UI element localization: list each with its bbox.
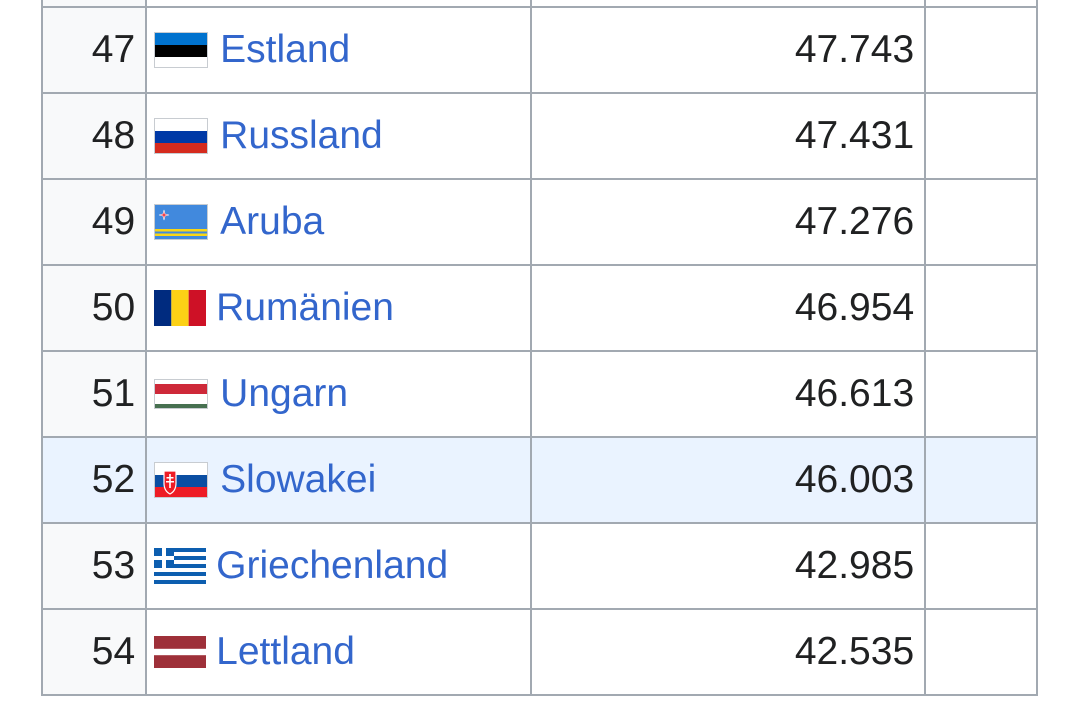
- extra-cell: [924, 436, 1038, 524]
- table-row: 51 Ungarn 46.613: [40, 350, 1038, 438]
- country-link[interactable]: Rumänien: [216, 286, 394, 329]
- rank-cell: 50: [40, 264, 148, 352]
- ranking-table: 47 Estland 47.743 48 Russland: [40, 0, 1038, 696]
- flag-greece-icon: [154, 548, 207, 584]
- country-link[interactable]: Russland: [220, 114, 383, 157]
- rank-cell: 52: [40, 436, 148, 524]
- country-link[interactable]: Slowakei: [220, 458, 377, 501]
- country-cell: Russland: [145, 92, 533, 180]
- value-cell: 42.985: [530, 522, 927, 610]
- value-cell: 46.954: [530, 264, 927, 352]
- rank-cell: 51: [40, 350, 148, 438]
- table-row: 48 Russland 47.431: [40, 92, 1038, 180]
- country-link[interactable]: Lettland: [216, 630, 355, 673]
- extra-cell: [924, 92, 1038, 180]
- table-row: 53 Gri: [40, 522, 1038, 610]
- flag-aruba-icon: [154, 204, 209, 240]
- value-cell: 46.003: [530, 436, 927, 524]
- extra-cell: [924, 264, 1038, 352]
- country-cell: Aruba: [145, 178, 533, 266]
- extra-cell: [924, 0, 1038, 8]
- rank-cell: 54: [40, 608, 148, 696]
- table-row: [40, 0, 1038, 8]
- table-row: 49 Aruba 47.276: [40, 178, 1038, 266]
- flag-slovakia-icon: [154, 462, 209, 498]
- value-cell: 46.613: [530, 350, 927, 438]
- flag-russia-icon: [154, 118, 209, 154]
- value-cell: 42.535: [530, 608, 927, 696]
- country-cell: Slowakei: [145, 436, 533, 524]
- table-row-highlighted: 52 Slowakei 46.003: [40, 436, 1038, 524]
- country-link[interactable]: Estland: [220, 28, 351, 71]
- flag-estonia-icon: [154, 32, 209, 68]
- country-cell: Rumänien: [145, 264, 533, 352]
- value-cell: 47.743: [530, 6, 927, 94]
- rank-cell: 49: [40, 178, 148, 266]
- country-cell: Estland: [145, 6, 533, 94]
- extra-cell: [924, 522, 1038, 610]
- country-link[interactable]: Aruba: [220, 200, 325, 243]
- country-link[interactable]: Ungarn: [220, 372, 349, 415]
- extra-cell: [924, 608, 1038, 696]
- table-row: 54 Lettland 42.535: [40, 608, 1038, 696]
- flag-latvia-icon: [154, 634, 207, 670]
- rank-cell: 47: [40, 6, 148, 94]
- country-cell: [145, 0, 533, 8]
- extra-cell: [924, 6, 1038, 94]
- country-link[interactable]: Griechenland: [216, 544, 449, 587]
- value-cell: 47.431: [530, 92, 927, 180]
- rank-cell: 48: [40, 92, 148, 180]
- extra-cell: [924, 178, 1038, 266]
- rank-cell: [40, 0, 148, 8]
- flag-romania-icon: [154, 290, 207, 326]
- value-cell: 47.276: [530, 178, 927, 266]
- table-row: 50 Rumänien 46.954: [40, 264, 1038, 352]
- table-row: 47 Estland 47.743: [40, 6, 1038, 94]
- extra-cell: [924, 350, 1038, 438]
- flag-hungary-icon: [154, 379, 209, 409]
- country-cell: Ungarn: [145, 350, 533, 438]
- value-cell: [530, 0, 927, 8]
- country-cell: Lettland: [145, 608, 533, 696]
- country-cell: Griechenland: [145, 522, 533, 610]
- rank-cell: 53: [40, 522, 148, 610]
